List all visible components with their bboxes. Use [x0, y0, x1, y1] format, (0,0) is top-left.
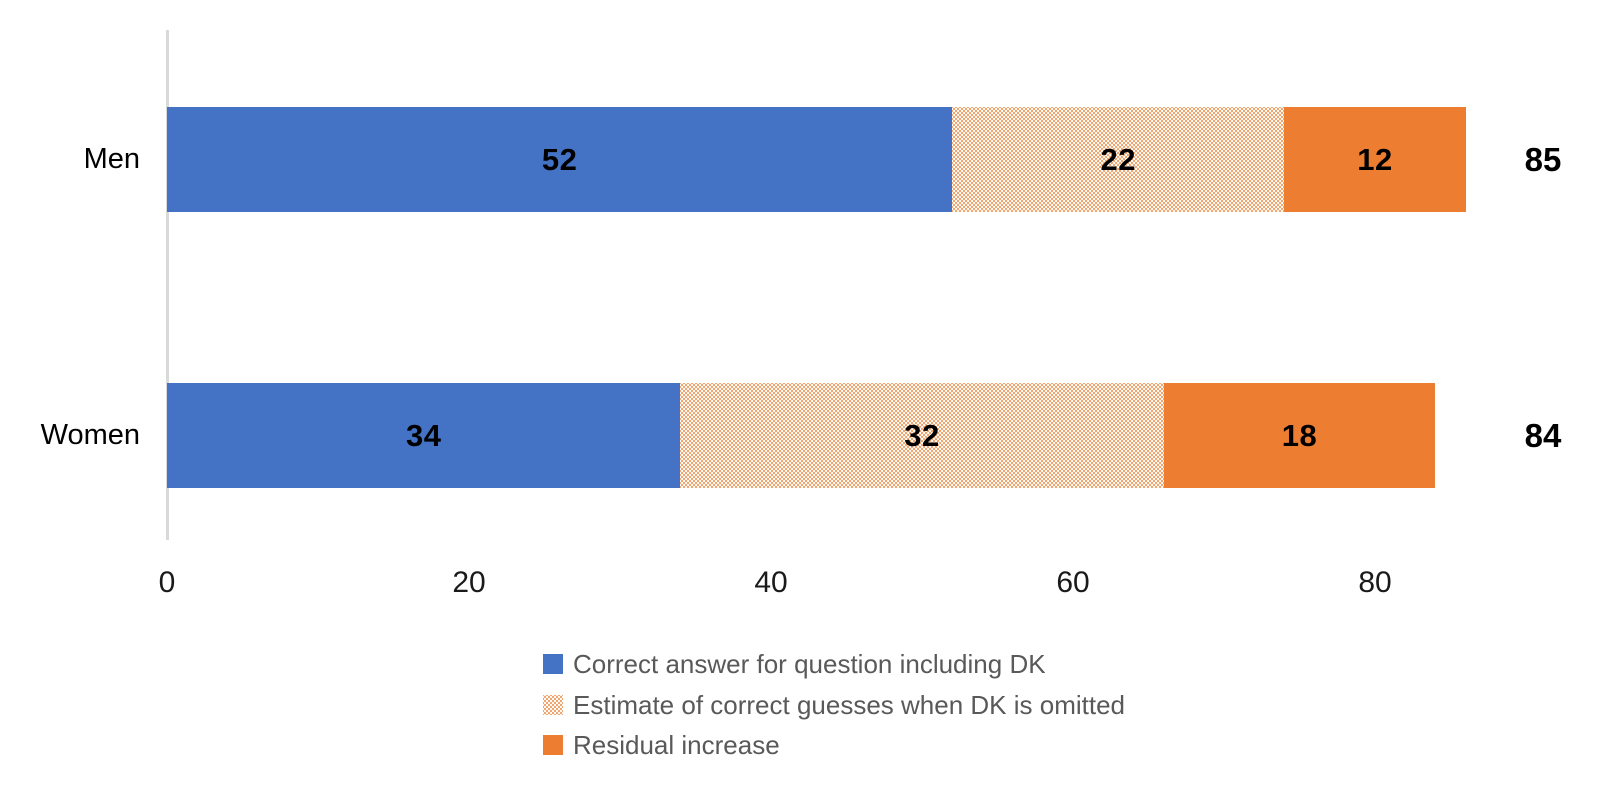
- legend-item-series2: Estimate of correct guesses when DK is o…: [543, 689, 1126, 720]
- data-label: 32: [904, 417, 940, 453]
- data-label: 12: [1357, 141, 1393, 177]
- legend-label: Estimate of correct guesses when DK is o…: [573, 689, 1126, 720]
- legend-swatch-solid-orange: [543, 735, 563, 756]
- x-tick-label-40: 40: [754, 566, 788, 599]
- legend-item-series3: Residual increase: [543, 731, 1125, 760]
- bar-segment-series2-men: 22: [952, 107, 1285, 212]
- category-label-women: Women: [40, 419, 140, 451]
- x-tick-label-60: 60: [1056, 566, 1090, 599]
- x-tick-label-20: 20: [452, 566, 486, 599]
- data-label: 52: [541, 141, 578, 177]
- stack-total-label-men: 85: [1524, 140, 1562, 178]
- bar-row-women: 34 32 18: [167, 383, 1436, 488]
- data-label: 18: [1281, 417, 1318, 453]
- data-label: 34: [405, 417, 442, 453]
- y-axis-line: [166, 30, 169, 540]
- legend-swatch-solid-blue: [543, 654, 563, 675]
- legend: Correct answer for question including DK…: [543, 650, 1125, 760]
- bar-segment-series1-men: 52: [167, 107, 953, 212]
- category-label-men: Men: [83, 143, 140, 175]
- legend-item-series1: Correct answer for question including DK: [543, 650, 1125, 679]
- legend-label: Correct answer for question including DK: [573, 649, 1046, 679]
- bar-segment-series3-men: 12: [1284, 107, 1466, 212]
- x-tick-label-0: 0: [158, 566, 176, 599]
- x-tick-label-80: 80: [1358, 566, 1392, 599]
- legend-swatch-dotted-orange: [543, 694, 563, 715]
- bar-row-men: 52 22 12: [167, 107, 1466, 212]
- bar-segment-series3-women: 18: [1163, 383, 1436, 488]
- bar-segment-series1-women: 34: [167, 383, 681, 488]
- stack-total-label-women: 84: [1524, 416, 1562, 454]
- data-label: 22: [1100, 141, 1137, 177]
- bar-segment-series2-women: 32: [680, 383, 1164, 488]
- legend-label: Residual increase: [573, 730, 780, 761]
